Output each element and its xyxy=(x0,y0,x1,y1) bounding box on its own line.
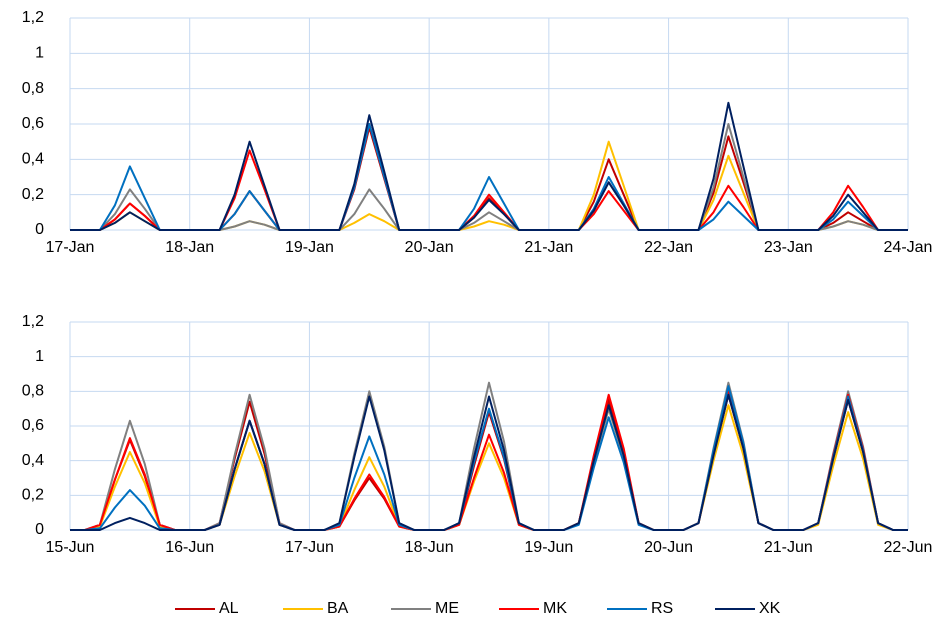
x-tick-label: 17-Jan xyxy=(46,239,95,256)
x-tick-label: 20-Jun xyxy=(644,539,693,556)
x-tick-label: 18-Jun xyxy=(405,539,454,556)
series-line xyxy=(70,385,908,531)
x-tick-label: 21-Jun xyxy=(764,539,813,556)
y-tick-label: 0,2 xyxy=(22,487,44,504)
legend-label: MK xyxy=(543,600,567,617)
series-line xyxy=(70,123,908,231)
legend-label: BA xyxy=(327,600,349,617)
y-tick-label: 1,2 xyxy=(22,9,44,26)
x-tick-label: 21-Jan xyxy=(524,239,573,256)
x-tick-label: 22-Jun xyxy=(884,539,933,556)
y-tick-label: 0,2 xyxy=(22,186,44,203)
series-line xyxy=(70,381,908,531)
y-tick-label: 1 xyxy=(35,45,44,62)
series-line xyxy=(70,393,908,531)
x-tick-label: 17-Jun xyxy=(285,539,334,556)
x-tick-label: 15-Jun xyxy=(46,539,95,556)
legend-label: RS xyxy=(651,600,673,617)
y-tick-label: 0,8 xyxy=(22,383,44,400)
legend-label: AL xyxy=(219,600,239,617)
y-tick-label: 0,8 xyxy=(22,80,44,97)
x-tick-label: 24-Jan xyxy=(884,239,933,256)
x-tick-label: 16-Jun xyxy=(165,539,214,556)
series-line xyxy=(70,404,908,531)
x-tick-label: 19-Jan xyxy=(285,239,334,256)
series-line xyxy=(70,101,908,231)
y-tick-label: 1,2 xyxy=(22,313,44,330)
x-tick-label: 18-Jan xyxy=(165,239,214,256)
y-tick-label: 0 xyxy=(35,521,44,538)
x-tick-label: 22-Jan xyxy=(644,239,693,256)
x-tick-label: 23-Jan xyxy=(764,239,813,256)
series-line xyxy=(70,140,908,231)
x-tick-label: 19-Jun xyxy=(524,539,573,556)
legend-label: XK xyxy=(759,600,781,617)
y-tick-label: 0 xyxy=(35,221,44,238)
y-tick-label: 0,4 xyxy=(22,151,44,168)
y-tick-label: 0,6 xyxy=(22,417,44,434)
y-tick-label: 0,6 xyxy=(22,115,44,132)
y-tick-label: 0,4 xyxy=(22,452,44,469)
y-tick-label: 1 xyxy=(35,348,44,365)
legend-label: ME xyxy=(435,600,459,617)
series-line xyxy=(70,393,908,531)
x-tick-label: 20-Jan xyxy=(405,239,454,256)
